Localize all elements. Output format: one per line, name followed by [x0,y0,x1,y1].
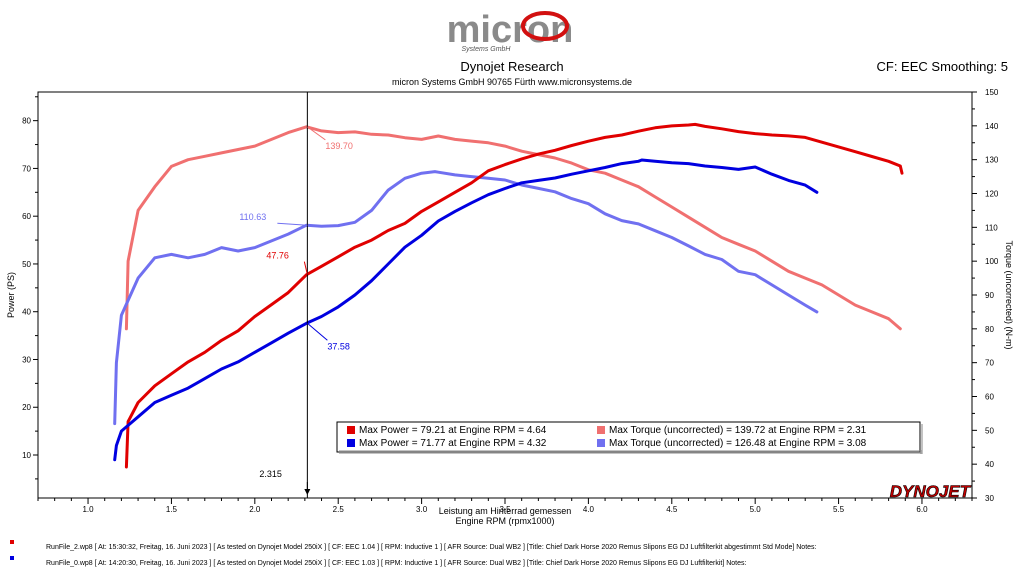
cursor-readout-label: 37.58 [327,341,350,351]
x-tick-label: 3.0 [416,505,428,514]
legend-shadow-right [920,424,923,454]
y-right-tick-label: 120 [985,190,999,199]
series-layer [113,122,904,469]
legend-swatch [597,439,605,447]
cursor-readout-label: 110.63 [239,212,266,222]
x-tick-label: 2.5 [333,505,345,514]
y-left-axis-label: Power (PS) [6,272,16,318]
run-color-marker [10,540,14,544]
runfile-0-max-power-line [113,158,819,462]
legend-swatch [347,439,355,447]
x-tick-label: 3.5 [499,505,511,514]
x-axis-label: Engine RPM (rpmx1000) [455,516,554,526]
y-right-axis-label: Torque (uncorrected) (N-m) [1004,240,1014,349]
micron-logo: micron Systems GmbH [447,9,574,53]
x-tick-label: 5.5 [833,505,845,514]
x-tick-label: 4.0 [583,505,595,514]
run-color-marker [10,556,14,560]
run-file-line: RunFile_0.wp8 [ At: 14:20:30, Freitag, 1… [46,560,747,567]
y-left-tick-label: 20 [22,403,31,412]
y-left-tick-label: 10 [22,451,31,460]
run-file-info: RunFile_2.wp8 [ At: 15:30:32, Freitag, 1… [10,540,817,567]
y-right-tick-label: 110 [985,223,998,232]
y-right-tick-label: 140 [985,122,999,131]
y-right-tick-label: 80 [985,325,994,334]
cursor-readout-leader [307,322,328,341]
legend-box [336,421,921,453]
legend-swatch [347,426,355,434]
y-right-tick-label: 70 [985,359,994,368]
x-tick-label: 1.5 [166,505,178,514]
cursor-readout-leader [307,126,326,141]
x-tick-label: 1.0 [82,505,94,514]
y-right-tick-label: 50 [985,426,994,435]
logo-swoosh [521,11,569,41]
y-left-tick-label: 30 [22,355,31,364]
chart-title: Dynojet Research [460,59,563,74]
legend-entry: Max Power = 79.21 at Engine RPM = 4.64 [359,425,547,436]
dynojet-wordmark: DYNOJET [890,482,972,501]
y-right-tick-label: 150 [985,88,999,97]
y-right-tick-label: 40 [985,460,994,469]
cursor-readout-leader [277,222,308,226]
y-left-tick-label: 50 [22,260,31,269]
legend-shadow-bottom [339,450,922,454]
x-tick-label: 2.0 [249,505,261,514]
cursor-readout-label: 139.70 [325,141,353,151]
x-tick-label: 5.0 [750,505,762,514]
smoothing-label: CF: EEC Smoothing: 5 [877,59,1009,74]
cursor-readout-label: 47.76 [266,251,289,261]
x-tick-label: 4.5 [666,505,678,514]
y-left-tick-label: 80 [22,117,31,126]
legend: Max Power = 79.21 at Engine RPM = 4.64 Ma… [336,421,923,454]
y-right-tick-label: 60 [985,393,994,402]
dynojet-logo: DYNOJET [889,482,972,502]
y-right-tick-label: 90 [985,291,994,300]
legend-entry: Max Torque (uncorrected) = 126.48 at Eng… [609,438,867,449]
axes: 1.0 1.5 2.0 2.5 3.0 3.5 4.0 4.5 5.0 5.5 6.0 10 20 30 4… [22,88,999,514]
y-right-tick-label: 130 [985,156,999,165]
x-axis-secondary-label: Leistung am Hinterrad gemessen [439,506,572,516]
logo-wordmark: micron [447,9,574,51]
y-right-tick-label: 100 [985,257,999,266]
cursor-layer: 2.315 139.70 110.63 47.76 37.58 [239,92,353,498]
runfile-2-max-torque-uncorrected--line [124,125,902,331]
y-left-tick-label: 70 [22,164,31,173]
runfile-0-max-torque-uncorrected--line [113,170,819,426]
logo-subtext: Systems GmbH [461,46,511,53]
runfile-2-max-power-line [124,122,904,469]
cursor-rpm-label: 2.315 [259,469,282,479]
legend-swatch [597,426,605,434]
y-left-tick-label: 60 [22,212,31,221]
chart-subtitle: micron Systems GmbH 90765 Fürth www.micr… [392,77,632,87]
legend-entry: Max Torque (uncorrected) = 139.72 at Eng… [609,425,867,436]
run-file-line: RunFile_2.wp8 [ At: 15:30:32, Freitag, 1… [46,544,817,551]
x-tick-label: 6.0 [916,505,928,514]
y-left-tick-label: 40 [22,308,31,317]
legend-entry: Max Power = 71.77 at Engine RPM = 4.32 [359,438,547,449]
y-right-tick-label: 30 [985,494,994,503]
cursor-readout-leader [303,261,308,275]
